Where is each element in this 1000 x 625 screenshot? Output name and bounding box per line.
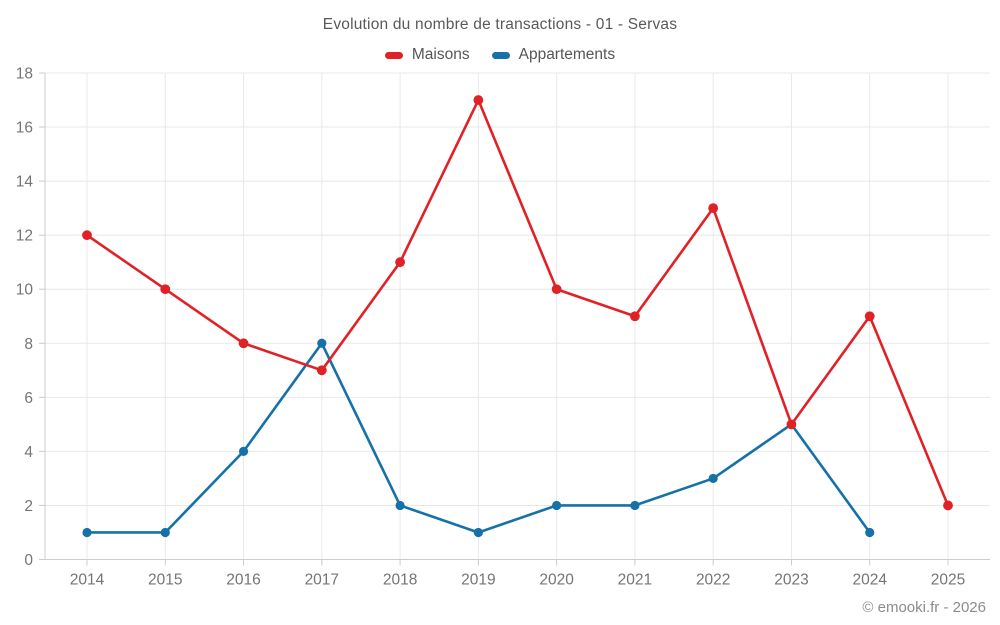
- x-axis-label-2020: 2020: [539, 572, 574, 589]
- y-axis-label-12: 12: [16, 228, 33, 245]
- data-point-appartements-2021: [630, 500, 640, 511]
- y-axis-label-2: 2: [24, 498, 33, 515]
- data-point-appartements-2022: [708, 473, 718, 484]
- y-axis-label-4: 4: [24, 444, 33, 461]
- data-point-appartements-2020: [552, 500, 562, 511]
- x-axis-label-2021: 2021: [618, 572, 652, 589]
- data-point-appartements-2019: [473, 527, 483, 538]
- series-maisons: [82, 95, 953, 511]
- x-axis-label-2015: 2015: [148, 572, 182, 589]
- y-axis-label-0: 0: [24, 552, 33, 569]
- data-point-appartements-2024: [865, 527, 875, 538]
- data-point-maisons-2021: [630, 311, 640, 322]
- x-axis-label-2017: 2017: [305, 572, 339, 589]
- data-point-maisons-2017: [316, 365, 327, 376]
- data-point-appartements-2017: [317, 338, 327, 348]
- data-point-appartements-2018: [395, 500, 405, 511]
- data-point-appartements-2016: [238, 446, 249, 456]
- x-axis-label-2014: 2014: [70, 572, 105, 589]
- y-axis-label-18: 18: [16, 66, 33, 83]
- series-line-maisons: [85, 98, 950, 507]
- y-axis-label-16: 16: [16, 120, 33, 137]
- data-point-maisons-2022: [708, 203, 719, 214]
- x-axis-label-2016: 2016: [226, 572, 260, 589]
- x-axis-label-2025: 2025: [931, 572, 965, 589]
- chart-title: Evolution du nombre de transactions - 01…: [322, 16, 678, 33]
- legend-label-appartements: Appartements: [518, 46, 616, 63]
- data-point-maisons-2025: [943, 500, 953, 511]
- chart-legend: Maisons Appartements: [0, 46, 1000, 64]
- data-point-maisons-2020: [551, 284, 562, 295]
- y-axis-label-10: 10: [16, 282, 34, 299]
- x-axis-label-2023: 2023: [774, 572, 808, 589]
- data-point-maisons-2014: [82, 230, 92, 241]
- legend-item-appartements[interactable]: Appartements: [491, 46, 616, 64]
- x-axis-label-2022: 2022: [696, 572, 730, 589]
- data-point-maisons-2019: [473, 95, 484, 105]
- data-point-maisons-2024: [864, 311, 875, 322]
- legend-swatch-appartements-icon: [491, 51, 510, 59]
- legend-label-maisons: Maisons: [411, 46, 470, 63]
- data-point-appartements-2014: [82, 527, 92, 538]
- y-axis-label-6: 6: [24, 390, 33, 407]
- legend-swatch-maisons-icon: [384, 51, 403, 59]
- y-axis-label-8: 8: [24, 336, 33, 353]
- data-point-maisons-2018: [395, 257, 405, 268]
- data-point-maisons-2023: [786, 419, 797, 430]
- y-axis-label-14: 14: [16, 174, 34, 191]
- x-axis-label-2019: 2019: [461, 572, 495, 589]
- data-point-appartements-2015: [160, 527, 170, 538]
- data-point-maisons-2016: [238, 338, 249, 349]
- copyright-text: © emooki.fr - 2026: [862, 599, 986, 616]
- data-point-maisons-2015: [160, 284, 171, 295]
- legend-item-maisons[interactable]: Maisons: [384, 46, 470, 64]
- x-axis-label-2024: 2024: [852, 572, 887, 589]
- x-axis-label-2018: 2018: [383, 572, 417, 589]
